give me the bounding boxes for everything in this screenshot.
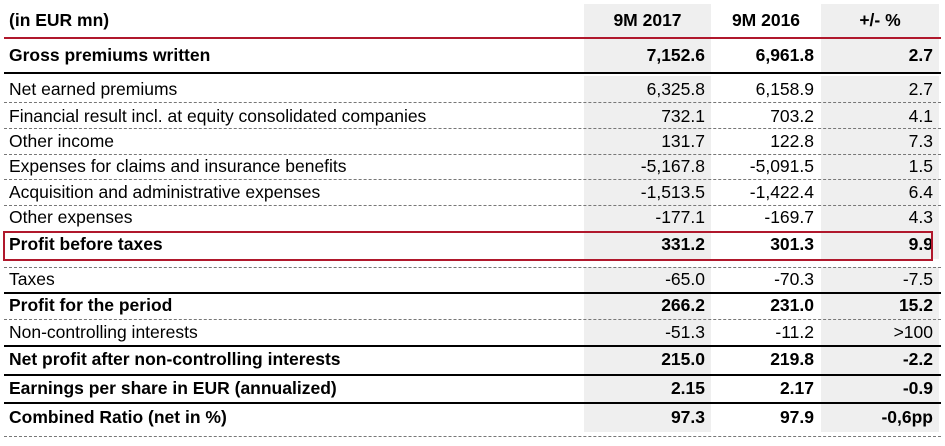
- value-change-percent: >100: [821, 319, 939, 345]
- value-change-percent: -2.2: [821, 345, 939, 374]
- value-change-percent: -0,6pp: [821, 402, 939, 432]
- value-change-percent: 9.9: [821, 229, 939, 259]
- profit-for-period-row: Profit for the period 266.2 231.0 15.2: [4, 292, 939, 319]
- value-change-percent: 2.7: [821, 76, 939, 103]
- value-9m-2016: 703.2: [770, 105, 814, 126]
- row-divider: [4, 374, 941, 376]
- row-divider: [4, 37, 941, 39]
- value-9m-2016: -5,091.5: [749, 156, 814, 176]
- value-change-percent: -7.5: [821, 267, 939, 292]
- header-col-2016: 9M 2016: [731, 10, 801, 30]
- value-9m-2017: 7,152.6: [584, 38, 711, 73]
- value-9m-2017: 215.0: [584, 345, 711, 374]
- earnings-per-share-row: Earnings per share in EUR (annualized) 2.…: [4, 374, 939, 402]
- value-9m-2016: 6,158.9: [755, 79, 814, 99]
- value-9m-2017: -5,167.8: [584, 154, 711, 179]
- row-label: Profit before taxes: [9, 233, 163, 254]
- row-divider: [4, 205, 941, 206]
- header-label: (in EUR mn): [9, 10, 110, 30]
- header-col-change: +/- %: [821, 4, 939, 37]
- value-9m-2016: 231.0: [770, 295, 814, 315]
- row-label: Expenses for claims and insurance benefi…: [9, 156, 347, 176]
- row-divider: [4, 72, 941, 74]
- row-divider: [4, 179, 941, 180]
- row-divider: [4, 102, 941, 103]
- value-9m-2016: 301.3: [770, 233, 814, 254]
- row-label: Taxes: [9, 269, 55, 289]
- row-divider: [4, 292, 941, 294]
- value-change-percent: 6.4: [821, 179, 939, 205]
- row-label: Non-controlling interests: [9, 321, 198, 342]
- value-9m-2016: 122.8: [770, 131, 814, 151]
- row-label: Profit for the period: [9, 295, 173, 315]
- value-9m-2016: -169.7: [764, 206, 814, 227]
- net-profit-row: Net profit after non-controlling interes…: [4, 345, 939, 374]
- value-9m-2017: -177.1: [584, 205, 711, 229]
- value-9m-2017: -1,513.5: [584, 179, 711, 205]
- row-divider: [4, 267, 941, 268]
- combined-ratio-row: Combined Ratio (net in %) 97.3 97.9 -0,6pp: [4, 402, 939, 432]
- row-label: Acquisition and administrative expenses: [9, 181, 321, 202]
- row-label: Gross premiums written: [9, 45, 211, 65]
- value-9m-2016: -11.2: [775, 321, 814, 342]
- claims-expenses-row: Expenses for claims and insurance benefi…: [4, 154, 939, 179]
- value-change-percent: 4.1: [821, 103, 939, 129]
- row-divider: [4, 402, 941, 404]
- value-9m-2017: 6,325.8: [584, 76, 711, 103]
- other-expenses-row: Other expenses -177.1 -169.7 4.3: [4, 205, 939, 229]
- value-change-percent: -0.9: [821, 374, 939, 402]
- value-change-percent: 1.5: [821, 154, 939, 179]
- value-9m-2016: 219.8: [770, 349, 814, 369]
- non-controlling-interests-row: Non-controlling interests -51.3 -11.2 >100: [4, 319, 939, 345]
- row-label: Net earned premiums: [9, 79, 178, 99]
- value-9m-2017: 266.2: [584, 292, 711, 319]
- row-label: Other expenses: [9, 206, 133, 227]
- value-9m-2016: -1,422.4: [749, 181, 814, 202]
- gross-premiums-row: Gross premiums written 7,152.6 6,961.8 2.7: [4, 38, 939, 73]
- row-divider: [4, 345, 941, 347]
- row-label: Financial result incl. at equity consoli…: [9, 105, 427, 126]
- table-header-row: (in EUR mn) 9M 2017 9M 2016 +/- %: [4, 4, 939, 37]
- value-change-percent: 2.7: [821, 38, 939, 73]
- value-9m-2016: -70.3: [774, 269, 814, 289]
- header-col-2017: 9M 2017: [584, 4, 711, 37]
- acquisition-admin-expenses-row: Acquisition and administrative expenses -…: [4, 179, 939, 205]
- value-9m-2017: 331.2: [584, 229, 711, 259]
- value-change-percent: 4.3: [821, 205, 939, 229]
- value-9m-2016: 2.17: [779, 377, 814, 398]
- value-change-percent: 7.3: [821, 129, 939, 154]
- financial-result-row: Financial result incl. at equity consoli…: [4, 103, 939, 129]
- row-divider: [4, 154, 941, 155]
- row-label: Other income: [9, 131, 115, 151]
- row-label: Net profit after non-controlling interes…: [9, 349, 341, 369]
- row-divider: [4, 319, 941, 320]
- value-9m-2017: -65.0: [584, 267, 711, 292]
- value-9m-2017: 732.1: [584, 103, 711, 129]
- profit-before-taxes-highlight-box: [3, 231, 933, 261]
- value-9m-2017: 97.3: [584, 402, 711, 432]
- value-change-percent: 15.2: [821, 292, 939, 319]
- taxes-row: Taxes -65.0 -70.3 -7.5: [4, 267, 939, 292]
- row-label: Combined Ratio (net in %): [9, 406, 227, 427]
- value-9m-2017: 2.15: [584, 374, 711, 402]
- value-9m-2017: 131.7: [584, 129, 711, 154]
- other-income-row: Other income 131.7 122.8 7.3: [4, 129, 939, 154]
- profit-before-taxes-row: Profit before taxes 331.2 301.3 9.9: [4, 229, 939, 259]
- row-divider: [4, 128, 941, 129]
- value-9m-2016: 97.9: [779, 406, 814, 427]
- net-earned-premiums-row: Net earned premiums 6,325.8 6,158.9 2.7: [4, 76, 939, 103]
- row-divider: [4, 436, 941, 437]
- value-9m-2016: 6,961.8: [755, 45, 814, 65]
- row-label: Earnings per share in EUR (annualized): [9, 377, 337, 398]
- value-9m-2017: -51.3: [584, 319, 711, 345]
